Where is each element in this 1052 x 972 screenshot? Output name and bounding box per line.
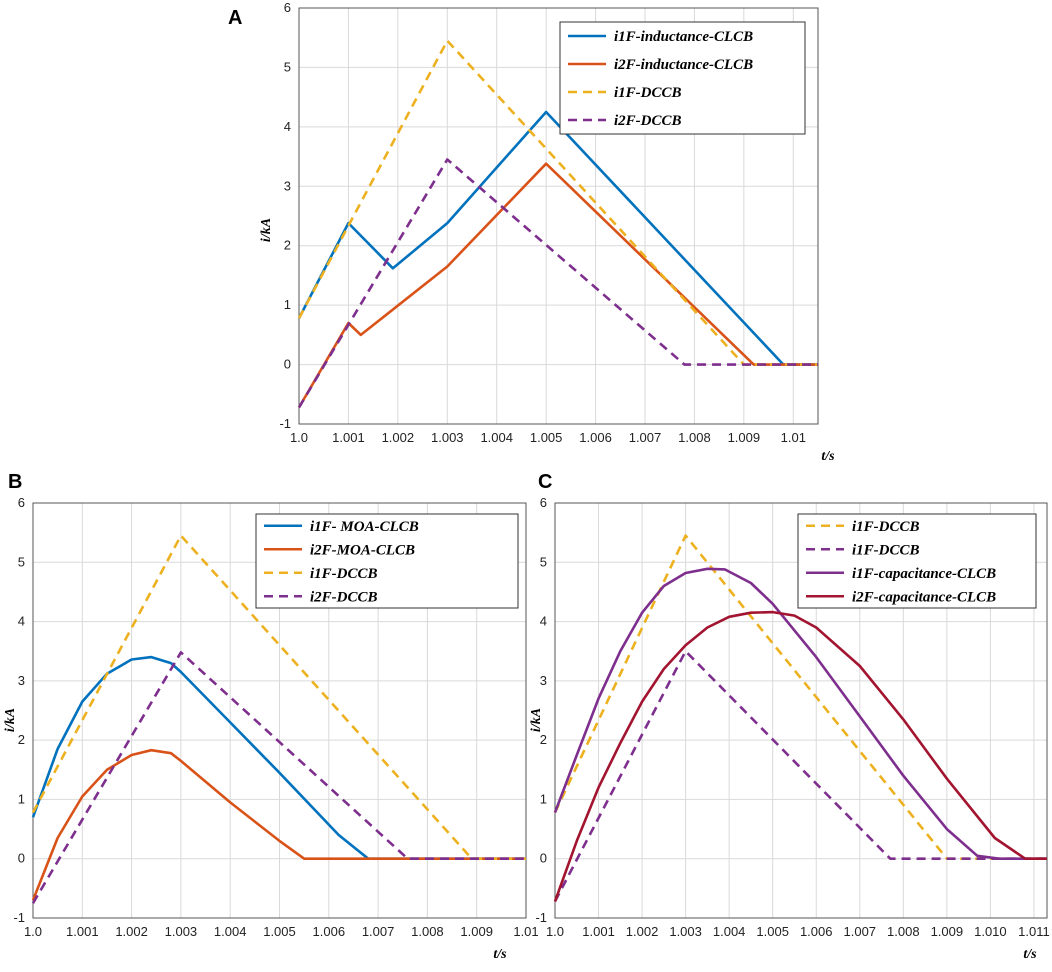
x-tick-label: 1.007	[362, 924, 395, 939]
y-axis-label: i/kA	[259, 218, 274, 242]
x-tick-label: 1.008	[678, 430, 711, 445]
panel-label-a: A	[228, 7, 242, 29]
y-axis-label: i/kA	[3, 708, 18, 732]
x-tick-label: 1.006	[579, 430, 612, 445]
x-tick-label: 1.002	[115, 924, 148, 939]
panel-label-b: B	[8, 471, 22, 493]
y-tick-label: 2	[284, 238, 291, 253]
legend-box	[559, 21, 806, 135]
x-tick-label: 1.001	[582, 924, 615, 939]
x-tick-label: 1.001	[332, 430, 365, 445]
y-tick-label: 5	[284, 59, 291, 74]
x-tick-label: 1.0	[546, 924, 564, 939]
legend-entry-1: i1F-inductance-CLCB	[614, 29, 753, 45]
legend-entry-3: i1F-capacitance-CLCB	[852, 566, 996, 582]
x-axis-label: t/s	[821, 449, 835, 464]
x-tick-label: 1.009	[931, 924, 964, 939]
y-tick-label: 6	[540, 495, 547, 510]
x-tick-label: 1.0	[24, 924, 42, 939]
x-tick-label: 1.007	[629, 430, 662, 445]
x-tick-label: 1.004	[713, 924, 746, 939]
legend-entry-3: i1F-DCCB	[310, 566, 378, 582]
y-axis-label: i/kA	[529, 708, 544, 732]
legend-entry-4: i2F-DCCB	[310, 589, 378, 605]
series-line-3	[297, 39, 818, 366]
series-line-3	[553, 567, 1047, 861]
x-tick-label: 1.004	[480, 430, 513, 445]
y-tick-label: 1	[18, 791, 25, 806]
legend-b: i1F- MOA-CLCB i2F-MOA-CLCB i1F-DCCB i2F-DCC…	[255, 513, 519, 609]
y-tick-label: 6	[284, 0, 291, 15]
x-tick-label: 1.001	[66, 924, 99, 939]
series-line-3	[31, 534, 526, 861]
y-tick-label: 4	[540, 614, 547, 629]
y-tick-label: 0	[540, 851, 547, 866]
x-tick-label: 1.005	[530, 430, 563, 445]
x-tick-label: 1.008	[411, 924, 444, 939]
x-tick-label: 1.009	[728, 430, 761, 445]
y-tick-label: 3	[284, 178, 291, 193]
x-tick-label: 1.003	[431, 430, 464, 445]
x-tick-label: 1.009	[460, 924, 493, 939]
y-tick-label: -1	[13, 910, 25, 925]
series-line-2	[31, 748, 526, 901]
x-tick-label: 1.01	[513, 924, 538, 939]
legend-entry-4: i2F-capacitance-CLCB	[852, 589, 996, 605]
y-tick-label: 4	[284, 119, 291, 134]
y-tick-label: 3	[540, 673, 547, 688]
legend-box	[255, 513, 519, 609]
chart-panel-b: 1.0 1.001 1.002 1.003 1.004 1.005 1.006 1.007 1.…	[3, 495, 539, 962]
y-tick-label: -1	[535, 910, 547, 925]
legend-c: i1F-DCCB i1F-DCCB i1F-capacitance-CLCB i2F-…	[797, 513, 1037, 609]
x-axis-label: t/s	[1023, 947, 1037, 962]
x-tick-label: 1.0	[290, 430, 308, 445]
plot-border	[298, 7, 819, 425]
x-tick-label: 1.010	[974, 924, 1007, 939]
x-tick-label: 1.005	[263, 924, 296, 939]
y-tick-label: -1	[279, 416, 291, 431]
x-tick-label: 1.002	[626, 924, 659, 939]
series-line-2	[553, 649, 1047, 903]
legend-entry-1: i1F-DCCB	[852, 519, 920, 535]
y-tick-label: 2	[540, 732, 547, 747]
x-tick-label: 1.002	[382, 430, 415, 445]
x-tick-label: 1.006	[800, 924, 833, 939]
chart-panel-a: 1.0 1.001 1.002 1.003 1.004 1.005 1.006 1.007 1.…	[259, 0, 835, 464]
x-tick-label: 1.005	[756, 924, 789, 939]
x-tick-label: 1.003	[165, 924, 198, 939]
x-tick-label: 1.004	[214, 924, 247, 939]
x-tick-label: 1.01	[781, 430, 806, 445]
y-tick-label: 5	[540, 554, 547, 569]
plot-border	[32, 502, 527, 919]
y-tick-label: 4	[18, 614, 25, 629]
y-tick-label: 3	[18, 673, 25, 688]
legend-box	[797, 513, 1037, 609]
x-tick-label: 1.007	[844, 924, 877, 939]
x-tick-label: 1.003	[669, 924, 702, 939]
y-tick-label: 1	[284, 297, 291, 312]
y-tick-label: 2	[18, 732, 25, 747]
y-tick-label: 6	[18, 495, 25, 510]
legend-entry-2: i1F-DCCB	[852, 542, 920, 558]
x-tick-label: 1.006	[313, 924, 346, 939]
chart-panel-c: 1.0 1.001 1.002 1.003 1.004 1.005 1.006 1.007 1.…	[529, 495, 1050, 962]
legend-entry-4: i2F-DCCB	[614, 113, 682, 129]
legend-entry-2: i2F-inductance-CLCB	[614, 57, 753, 73]
legend-entry-3: i1F-DCCB	[614, 85, 682, 101]
plot-border	[554, 502, 1048, 919]
y-tick-label: 1	[540, 791, 547, 806]
x-tick-label: 1.008	[887, 924, 920, 939]
legend-entry-1: i1F- MOA-CLCB	[310, 519, 419, 535]
legend-entry-2: i2F-MOA-CLCB	[310, 542, 415, 558]
panel-label-c: C	[538, 471, 552, 493]
series-line-1	[31, 655, 526, 861]
x-axis-label: t/s	[493, 947, 507, 962]
series-line-4	[553, 610, 1047, 902]
y-tick-label: 0	[284, 357, 291, 372]
y-tick-label: 5	[18, 554, 25, 569]
x-tick-label: 1.011	[1018, 924, 1050, 939]
y-tick-label: 0	[18, 851, 25, 866]
legend-a: i1F-inductance-CLCB i2F-inductance-CLCB i1…	[559, 21, 806, 135]
